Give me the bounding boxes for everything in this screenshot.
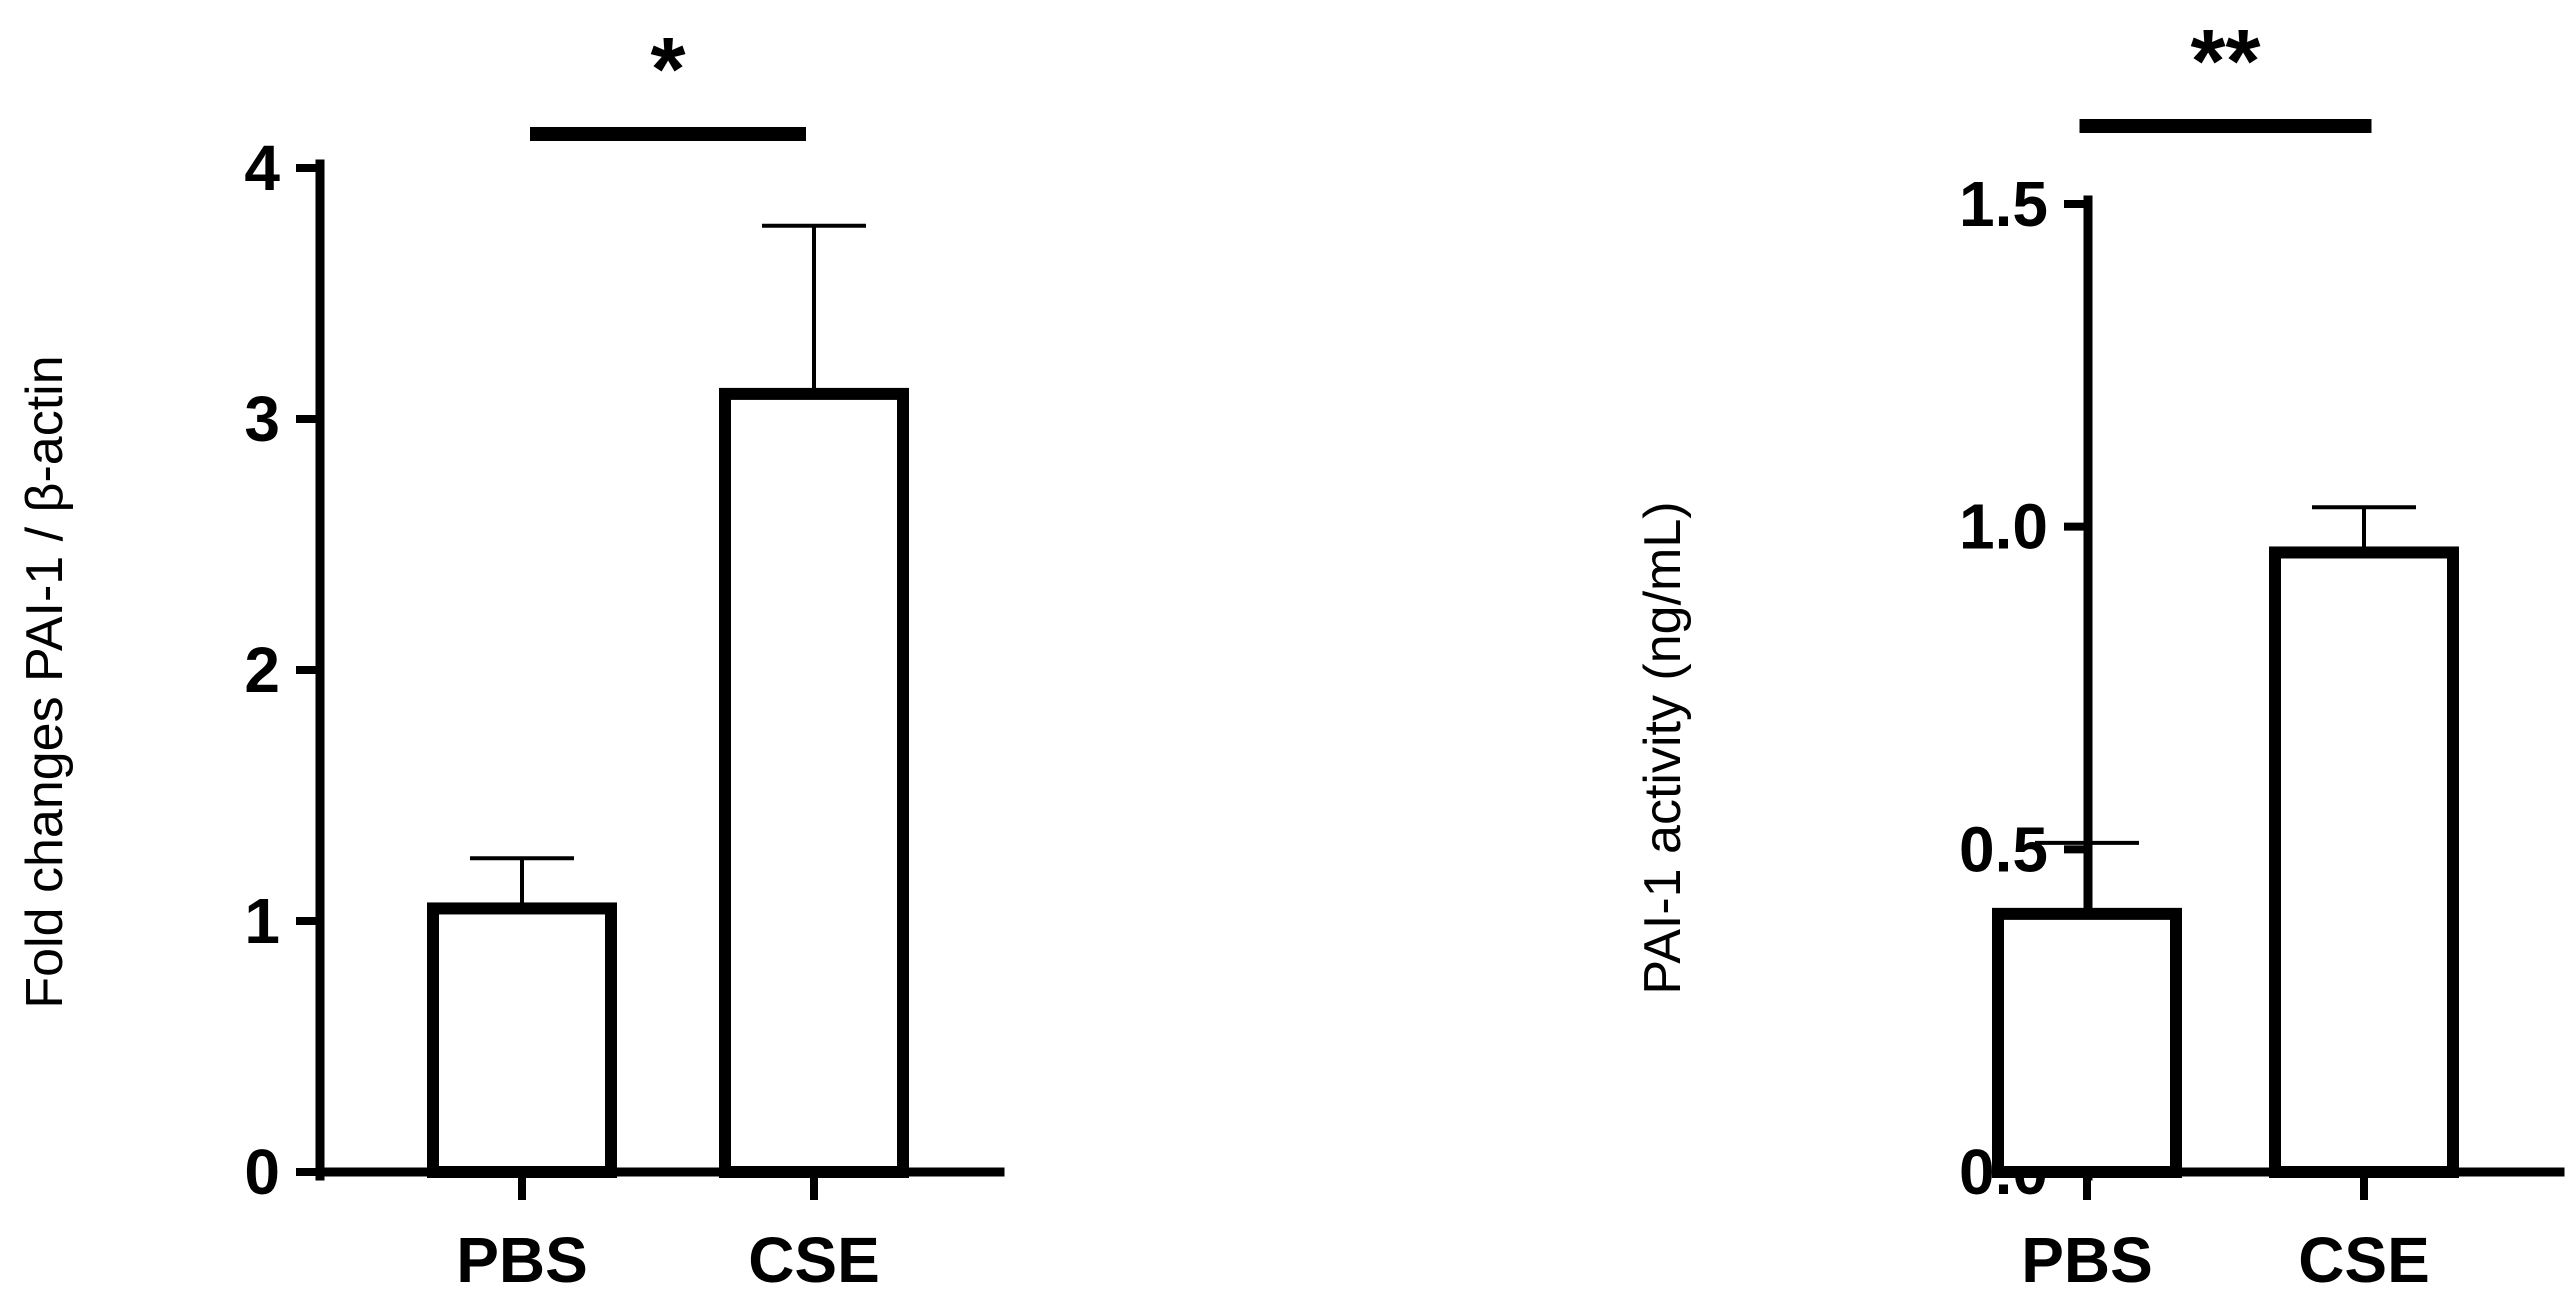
x-tick-label-cse: CSE bbox=[2298, 1224, 2430, 1296]
y-tick-label: 1.5 bbox=[1959, 168, 2048, 240]
y-tick-label: 1.0 bbox=[1959, 491, 2048, 563]
y-tick-label: 4 bbox=[244, 132, 280, 204]
y-tick-label: 1 bbox=[244, 885, 280, 957]
y-tick-label: 0.5 bbox=[1959, 813, 2048, 885]
chart-left: 0 1 2 3 4 Fold changes PAI-1 / β-actin PBS CSE * bbox=[16, 20, 1005, 1296]
y-tick-label: 0 bbox=[244, 1136, 280, 1208]
bar-cse bbox=[2269, 546, 2459, 1178]
significance-label: * bbox=[650, 20, 685, 120]
x-tick-label-pbs: PBS bbox=[2021, 1224, 2153, 1296]
x-tick-label-pbs: PBS bbox=[456, 1224, 588, 1296]
bar-pbs bbox=[1992, 907, 2182, 1178]
significance-label: ** bbox=[2190, 12, 2260, 112]
y-tick-label: 2 bbox=[244, 634, 280, 706]
y-axis-title: PAI-1 activity (ng/mL) bbox=[1634, 501, 1692, 994]
y-tick-label: 3 bbox=[244, 383, 280, 455]
y-axis-title: Fold changes PAI-1 / β-actin bbox=[16, 355, 74, 1008]
x-tick-label-cse: CSE bbox=[748, 1224, 880, 1296]
bar-pbs bbox=[427, 902, 617, 1178]
bar-cse bbox=[719, 387, 909, 1178]
